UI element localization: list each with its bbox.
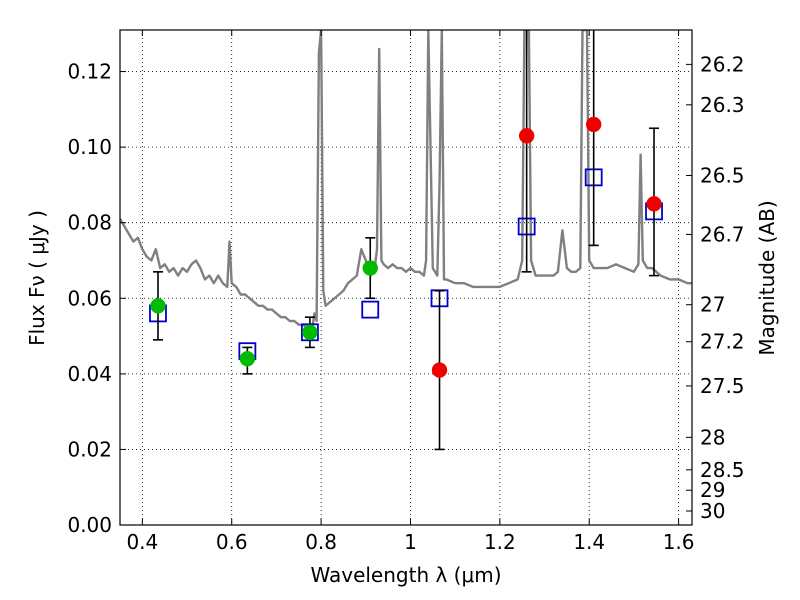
right-tick-label: 26.2	[700, 52, 745, 76]
data-point	[431, 362, 448, 378]
x-tick-label: 1.2	[484, 530, 516, 554]
y-tick-label: 0.08	[67, 211, 112, 235]
right-tick-label: 26.7	[700, 222, 745, 246]
data-point	[585, 116, 602, 133]
x-axis-ticks: 0.4 0.6 0.8 1 1.2 1.4 1.6	[126, 30, 695, 554]
y-axis-ticks: 0.00 0.02 0.04 0.06 0.08 0.10 0.12	[67, 60, 126, 537]
model-point	[361, 300, 380, 319]
y-axis-label: Flux Fν ( μJy )	[25, 210, 49, 346]
x-tick-label: 1.6	[663, 530, 695, 554]
y-tick-label: 0.02	[67, 437, 112, 461]
y-tick-label: 0.04	[67, 362, 112, 386]
right-axis-label: Magnitude (AB)	[755, 200, 779, 355]
x-tick-label: 0.4	[126, 530, 158, 554]
right-tick-label: 28.5	[700, 458, 745, 482]
right-tick-label: 27.5	[700, 374, 745, 398]
plot-series	[120, 30, 692, 451]
data-point	[150, 298, 166, 314]
right-tick-label: 27.2	[700, 330, 745, 354]
right-tick-label: 29	[700, 478, 725, 502]
x-tick-label: 1.4	[573, 530, 605, 554]
data-point	[239, 350, 256, 367]
y-tick-label: 0.12	[67, 60, 112, 84]
right-tick-label: 26.5	[700, 163, 745, 187]
x-tick-label: 0.8	[305, 530, 337, 554]
right-tick-label: 30	[700, 499, 725, 523]
data-point	[302, 324, 318, 341]
right-tick-label: 27	[700, 293, 725, 317]
plot-area	[120, 30, 692, 451]
right-tick-label: 28	[700, 425, 725, 449]
y-tick-label: 0.06	[67, 286, 112, 310]
data-point	[518, 128, 535, 144]
data-point	[362, 260, 378, 276]
spectrum-line	[120, 30, 692, 330]
y-tick-label: 0.10	[67, 135, 112, 159]
x-tick-label: 0.6	[216, 530, 248, 554]
y-tick-label: 0.00	[67, 513, 112, 537]
data-point	[646, 196, 662, 212]
x-axis-label: Wavelength λ (μm)	[310, 563, 501, 587]
right-tick-label: 26.3	[700, 93, 745, 117]
x-tick-label: 1	[404, 530, 417, 554]
plot-frame	[119, 29, 693, 526]
